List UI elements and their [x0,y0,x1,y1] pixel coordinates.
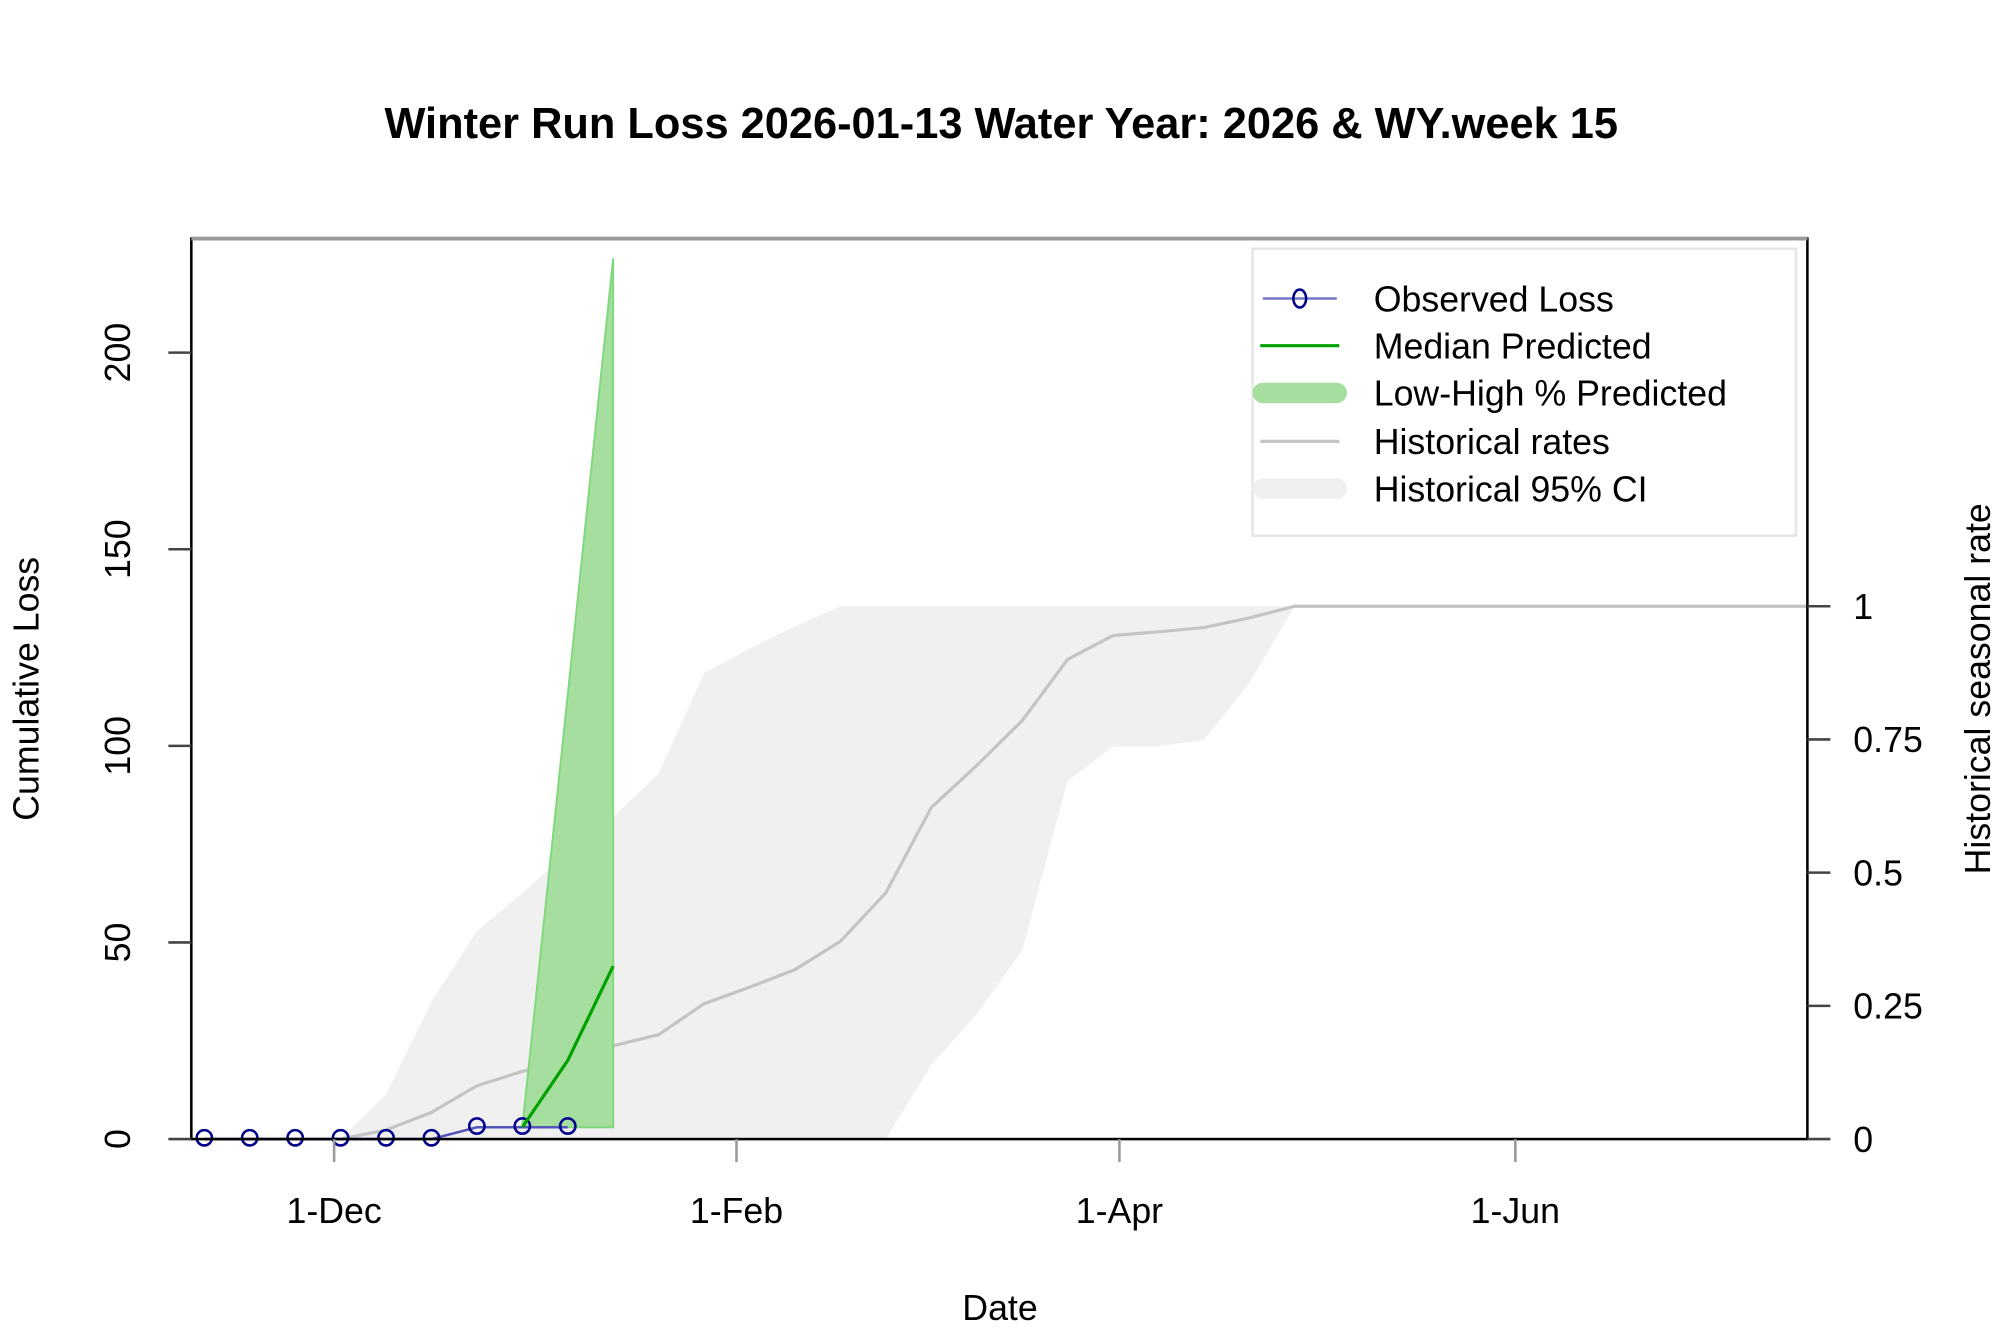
legend-item-historical-ci: Historical 95% CI [1252,469,1648,509]
legend: Observed Loss Median Predicted Low-High … [1251,247,1798,538]
y2-tick-label: 0.5 [1853,853,1903,893]
x-tick-label: 1-Feb [690,1191,783,1231]
historical-ci-band [295,606,1808,1140]
y2-tick-label: 1 [1853,587,1873,627]
y2-axis-label: Historical seasonal rate [1958,503,1998,874]
legend-label: Median Predicted [1374,326,1652,366]
legend-item-predicted-range: Low-High % Predicted [1252,374,1727,414]
observed-loss-point [558,1117,577,1135]
y-tick-label: 200 [98,323,138,383]
legend-item-historical-rates: Historical rates [1260,422,1610,462]
y-axis-left: 0 50 100 150 200 [98,323,192,1149]
legend-label: Observed Loss [1374,279,1614,319]
legend-item-median: Median Predicted [1260,326,1652,366]
legend-label: Historical 95% CI [1374,469,1648,509]
y-tick-label: 50 [98,923,138,963]
y-axis-right: 0 0.25 0.5 0.75 1 [1807,587,1923,1160]
y-tick-label: 100 [98,716,138,776]
x-axis-label: Date [962,1288,1037,1328]
y-tick-label: 150 [98,519,138,579]
legend-item-observed: Observed Loss [1262,279,1614,319]
y-tick-label: 0 [98,1129,138,1149]
legend-observed-marker [1292,288,1308,309]
x-tick-label: 1-Dec [286,1191,381,1231]
observed-loss-point [513,1117,532,1135]
legend-label: Low-High % Predicted [1374,374,1727,414]
x-tick-label: 1-Apr [1076,1191,1163,1231]
median-predicted-line [521,965,615,1129]
y2-tick-label: 0 [1853,1120,1873,1160]
x-axis: 1-Dec 1-Feb 1-Apr 1-Jun [286,1139,1560,1231]
legend-label: Historical rates [1374,422,1610,462]
historical-rates-line [204,604,1808,1141]
y-axis-label: Cumulative Loss [6,557,46,821]
y2-tick-label: 0.75 [1853,720,1923,760]
plot-area [195,258,1808,1147]
x-tick-label: 1-Jun [1471,1191,1560,1231]
y2-tick-label: 0.25 [1853,987,1923,1027]
observed-loss-point [467,1117,486,1135]
chart-title: Winter Run Loss 2026-01-13 Water Year: 2… [385,100,1618,148]
